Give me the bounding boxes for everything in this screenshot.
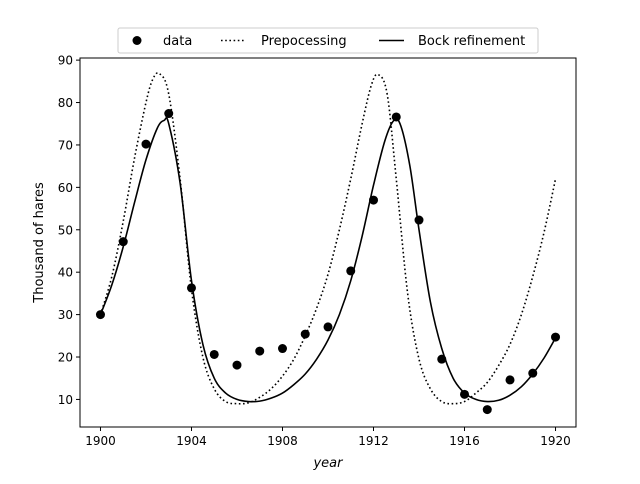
series-data: [95, 109, 561, 415]
data-point-1908: [277, 344, 287, 354]
x-tick-label-1920: 1920: [540, 434, 571, 448]
x-tick-label-1900: 1900: [85, 434, 116, 448]
legend-label-data: data: [163, 34, 192, 49]
x-tick-label-1912: 1912: [358, 434, 389, 448]
data-point-1916: [460, 389, 470, 399]
legend: data Prepocessing Bock refinement: [117, 27, 539, 54]
series-line-bock-refinement: [99, 117, 557, 403]
legend-label-bock-refinement: Bock refinement: [418, 34, 525, 49]
data-point-1903: [164, 109, 174, 119]
data-point-1914: [414, 215, 424, 225]
legend-marker-data: [132, 36, 142, 45]
legend-box: [117, 27, 539, 54]
data-point-1904: [186, 283, 196, 293]
x-tick-label-1908: 1908: [267, 434, 298, 448]
data-point-1907: [255, 346, 265, 356]
data-point-1917: [482, 405, 492, 415]
data-point-1920: [551, 332, 561, 342]
y-tick-label-60: 60: [58, 181, 73, 195]
data-point-1918: [505, 375, 515, 385]
data-point-1913: [391, 112, 401, 122]
y-tick-label-70: 70: [58, 138, 73, 152]
data-point-1906: [232, 360, 242, 370]
y-tick-label-80: 80: [58, 96, 73, 110]
y-tick-label-90: 90: [58, 54, 73, 68]
data-point-1910: [323, 322, 333, 332]
series-layer: [95, 72, 561, 415]
x-tick-label-1904: 1904: [176, 434, 207, 448]
y-axis-ticks: 10 20 30 40 50 60 70 80 90: [58, 54, 80, 407]
x-axis-label: year: [312, 456, 344, 471]
y-tick-label-10: 10: [58, 393, 73, 407]
y-tick-label-20: 20: [58, 351, 73, 365]
data-point-1900: [95, 310, 105, 320]
y-tick-label-50: 50: [58, 223, 73, 237]
data-point-1902: [141, 139, 151, 149]
plot-frame: [79, 57, 577, 428]
y-axis-label: Thousand of hares: [32, 182, 47, 304]
x-tick-label-1916: 1916: [449, 434, 480, 448]
data-point-1905: [209, 349, 219, 359]
y-tick-label-30: 30: [58, 308, 73, 322]
x-axis-ticks: 1900 1904 1908 1912 1916 1920: [85, 427, 571, 448]
plot-area: [80, 58, 576, 427]
y-tick-label-40: 40: [58, 266, 73, 280]
legend-label-prepocessing: Prepocessing: [261, 34, 347, 49]
